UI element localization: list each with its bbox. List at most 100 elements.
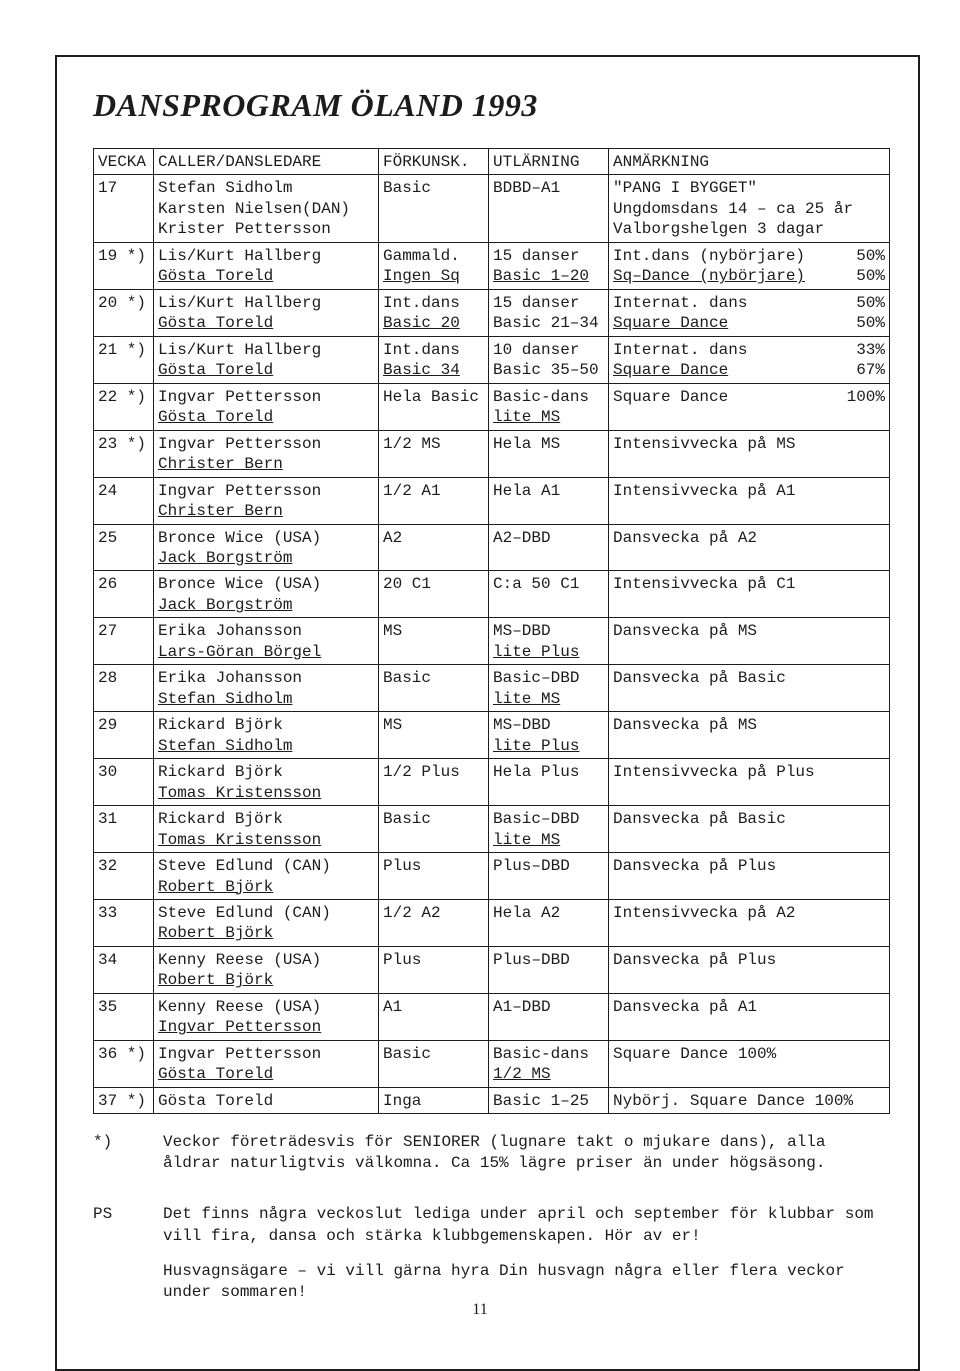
cell-text: Rickard Björk <box>158 763 283 781</box>
cell-text: Sq–Dance (nybörjare) <box>613 267 805 285</box>
cell-caller: Ingvar PetterssonGösta Toreld <box>154 383 379 430</box>
cell-text: Hela A1 <box>493 482 560 500</box>
footnote-text: Veckor företrädesvis för SENIORER (lugna… <box>163 1132 890 1174</box>
cell-line: Gösta Toreld <box>158 360 374 380</box>
table-row: 30Rickard BjörkTomas Kristensson1/2 Plus… <box>94 759 890 806</box>
cell-line: Basic 34 <box>383 360 484 380</box>
cell-anmarkning: Int.dans (nybörjare) 50% Sq–Dance (nybörja… <box>609 242 890 289</box>
cell-tail: 50% <box>856 266 885 286</box>
cell-text: Dansvecka på Plus <box>613 951 776 969</box>
table-row: 22 *)Ingvar PetterssonGösta ToreldHela B… <box>94 383 890 430</box>
cell-line: Stefan Sidholm <box>158 178 374 198</box>
cell-text: Basic 20 <box>383 314 460 332</box>
cell-line: Basic <box>383 668 484 688</box>
cell-vecka: 28 <box>94 665 154 712</box>
cell-text: Basic 35–50 <box>493 361 599 379</box>
cell-text: 20 C1 <box>383 575 431 593</box>
cell-text: Dansvecka på A1 <box>613 998 757 1016</box>
cell-text: Stefan Sidholm <box>158 690 292 708</box>
cell-text: Robert Björk <box>158 924 273 942</box>
cell-line: Int.dans <box>383 340 484 360</box>
footnote-star: *) Veckor företrädesvis för SENIORER (lu… <box>93 1132 890 1188</box>
cell-anmarkning: Dansvecka på Basic <box>609 806 890 853</box>
cell-line: Lis/Kurt Hallberg <box>158 340 374 360</box>
cell-text: A1 <box>383 998 402 1016</box>
page-title: DANSPROGRAM ÖLAND 1993 <box>93 87 890 124</box>
table-row: 33Steve Edlund (CAN)Robert Björk1/2 A2He… <box>94 900 890 947</box>
cell-line: Intensivvecka på Plus <box>613 762 885 782</box>
cell-text: Steve Edlund (CAN) <box>158 857 331 875</box>
cell-forkunsk: 1/2 Plus <box>379 759 489 806</box>
cell-line: 1/2 MS <box>493 1064 604 1084</box>
cell-anmarkning: Intensivvecka på C1 <box>609 571 890 618</box>
footnote-tag: PS <box>93 1204 163 1316</box>
cell-forkunsk: Basic <box>379 175 489 242</box>
cell-line: Hela A2 <box>493 903 604 923</box>
cell-forkunsk: 1/2 A2 <box>379 900 489 947</box>
cell-forkunsk: Basic <box>379 665 489 712</box>
cell-anmarkning: Dansvecka på MS <box>609 712 890 759</box>
cell-text: Intensivvecka på A2 <box>613 904 795 922</box>
cell-line: Robert Björk <box>158 923 374 943</box>
cell-utlarning: A1–DBD <box>489 993 609 1040</box>
cell-line: Intensivvecka på C1 <box>613 574 885 594</box>
cell-anmarkning: Dansvecka på Basic <box>609 665 890 712</box>
cell-line: 1/2 A1 <box>383 481 484 501</box>
cell-caller: Ingvar PetterssonChrister Bern <box>154 477 379 524</box>
cell-forkunsk: Plus <box>379 946 489 993</box>
cell-line: Gösta Toreld <box>158 1091 374 1111</box>
cell-line: MS–DBD <box>493 715 604 735</box>
cell-text: "PANG I BYGGET" <box>613 179 757 197</box>
cell-text: Basic <box>383 669 431 687</box>
col-vecka: VECKA <box>94 149 154 175</box>
cell-caller: Lis/Kurt HallbergGösta Toreld <box>154 336 379 383</box>
cell-line: Stefan Sidholm <box>158 689 374 709</box>
cell-text: Gösta Toreld <box>158 314 273 332</box>
cell-utlarning: Basic-dans1/2 MS <box>489 1040 609 1087</box>
cell-vecka: 31 <box>94 806 154 853</box>
cell-line: 15 danser <box>493 246 604 266</box>
cell-text: Christer Bern <box>158 502 283 520</box>
cell-anmarkning: Intensivvecka på Plus <box>609 759 890 806</box>
cell-text: Basic <box>383 810 431 828</box>
cell-text: Tomas Kristensson <box>158 831 321 849</box>
cell-line: Christer Bern <box>158 454 374 474</box>
footnote-body: Veckor företrädesvis för SENIORER (lugna… <box>163 1132 890 1188</box>
cell-caller: Rickard Björk Tomas Kristensson <box>154 759 379 806</box>
cell-line: Basic–DBD <box>493 668 604 688</box>
cell-text: Internat. dans <box>613 294 747 312</box>
cell-line: Rickard Björk <box>158 762 374 782</box>
cell-text: Plus–DBD <box>493 857 570 875</box>
cell-line: Lars-Göran Börgel <box>158 642 374 662</box>
cell-text: Hela Basic <box>383 388 479 406</box>
cell-text: Lis/Kurt Hallberg <box>158 247 321 265</box>
cell-line: lite Plus <box>493 642 604 662</box>
cell-forkunsk: 1/2 A1 <box>379 477 489 524</box>
cell-line: Basic–DBD <box>493 809 604 829</box>
cell-forkunsk: MS <box>379 618 489 665</box>
cell-line: A2–DBD <box>493 528 604 548</box>
cell-anmarkning: Intensivvecka på MS <box>609 430 890 477</box>
cell-text: 15 danser <box>493 294 579 312</box>
cell-text: Tomas Kristensson <box>158 784 321 802</box>
cell-line: Square Dance100% <box>613 387 885 407</box>
cell-text: Int.dans (nybörjare) <box>613 247 805 265</box>
cell-vecka: 23 *) <box>94 430 154 477</box>
cell-anmarkning: "PANG I BYGGET" Ungdomsdans 14 – ca 25 år… <box>609 175 890 242</box>
cell-text: Dansvecka på Basic <box>613 810 786 828</box>
cell-vecka: 21 *) <box>94 336 154 383</box>
cell-utlarning: 10 danserBasic 35–50 <box>489 336 609 383</box>
cell-text: Bronce Wice (USA) <box>158 575 321 593</box>
cell-text: Kenny Reese (USA) <box>158 998 321 1016</box>
cell-line: Ungdomsdans 14 – ca 25 år <box>613 199 885 219</box>
cell-line: A2 <box>383 528 484 548</box>
cell-forkunsk: Hela Basic <box>379 383 489 430</box>
table-header-row: VECKA CALLER/DANSLEDARE FÖRKUNSK. UTLÄRN… <box>94 149 890 175</box>
cell-caller: Bronce Wice (USA)Jack Borgström <box>154 524 379 571</box>
cell-line: Internat. dans33% <box>613 340 885 360</box>
cell-utlarning: 15 danserBasic 21–34 <box>489 289 609 336</box>
cell-line: 15 danser <box>493 293 604 313</box>
cell-line: Krister Pettersson <box>158 219 374 239</box>
cell-text: lite MS <box>493 831 560 849</box>
cell-line: Int.dans <box>383 293 484 313</box>
